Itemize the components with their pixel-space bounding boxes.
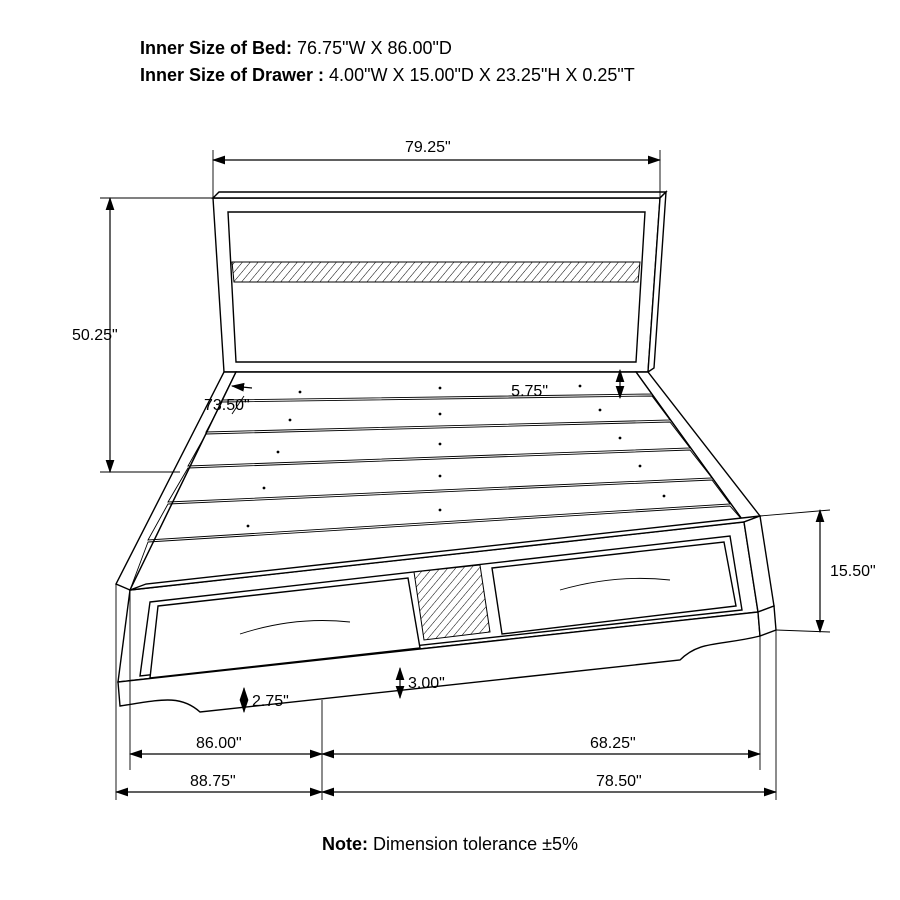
footboard-center-block [414, 565, 490, 640]
lbl-depth-total: 88.75" [190, 773, 236, 790]
lbl-hb-inner: 73.50" [204, 397, 250, 414]
lbl-hb-height: 50.25" [72, 327, 118, 344]
lbl-top-width: 79.25" [405, 139, 451, 156]
headboard-trim-band [232, 262, 640, 282]
bed-diagram: 79.25" 50.25" 73.50" 5.75" 15.50" 2.75" … [0, 0, 900, 900]
headboard-top-edge [213, 192, 666, 198]
lbl-foot-inner: 68.25" [590, 735, 636, 752]
lbl-leg: 3.00" [408, 675, 445, 692]
right-rail-base [758, 606, 776, 636]
lbl-foot-outer: 78.50" [596, 773, 642, 790]
lbl-clearance: 2.75" [252, 693, 289, 710]
lbl-slat-gap: 5.75" [511, 383, 548, 400]
headboard-inner [228, 212, 645, 362]
lbl-foot-height: 15.50" [830, 563, 876, 580]
lbl-depth: 86.00" [196, 735, 242, 752]
